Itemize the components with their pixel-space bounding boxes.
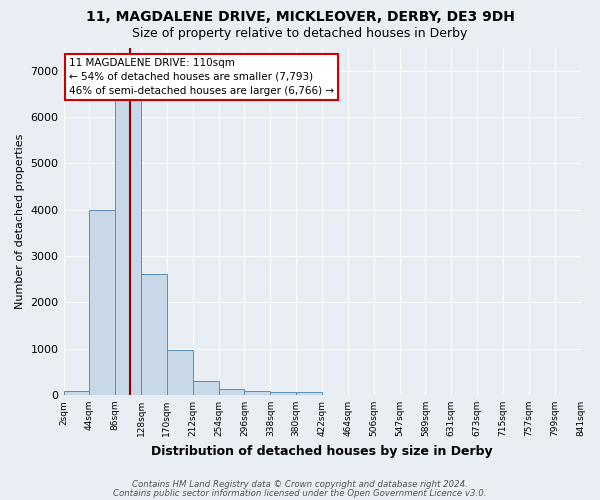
Text: 11 MAGDALENE DRIVE: 110sqm
← 54% of detached houses are smaller (7,793)
46% of s: 11 MAGDALENE DRIVE: 110sqm ← 54% of deta… (69, 58, 334, 96)
Bar (115, 89, 141, 395)
Text: Contains public sector information licensed under the Open Government Licence v3: Contains public sector information licen… (113, 489, 487, 498)
Y-axis label: Number of detached properties: Number of detached properties (15, 134, 25, 309)
Text: 11, MAGDALENE DRIVE, MICKLEOVER, DERBY, DE3 9DH: 11, MAGDALENE DRIVE, MICKLEOVER, DERBY, … (86, 10, 514, 24)
Bar (296, 392, 322, 395)
Bar (218, 389, 244, 395)
Bar (193, 380, 218, 395)
X-axis label: Distribution of detached houses by size in Derby: Distribution of detached houses by size … (151, 444, 493, 458)
Bar (64, 391, 89, 395)
Bar (244, 391, 271, 395)
Bar (141, 274, 167, 395)
Text: Size of property relative to detached houses in Derby: Size of property relative to detached ho… (133, 28, 467, 40)
Bar (271, 392, 296, 395)
Bar (167, 350, 193, 395)
Bar (89, 210, 115, 395)
Text: Contains HM Land Registry data © Crown copyright and database right 2024.: Contains HM Land Registry data © Crown c… (132, 480, 468, 489)
